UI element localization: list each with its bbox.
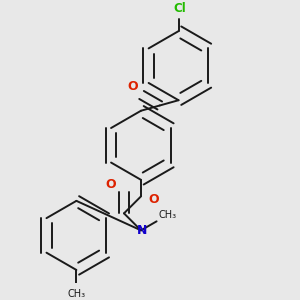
Text: CH₃: CH₃ xyxy=(158,210,176,220)
Text: O: O xyxy=(127,80,138,94)
Text: N: N xyxy=(136,224,147,237)
Text: Cl: Cl xyxy=(174,2,186,15)
Text: O: O xyxy=(148,193,159,206)
Text: O: O xyxy=(106,178,116,191)
Text: CH₃: CH₃ xyxy=(67,290,86,299)
